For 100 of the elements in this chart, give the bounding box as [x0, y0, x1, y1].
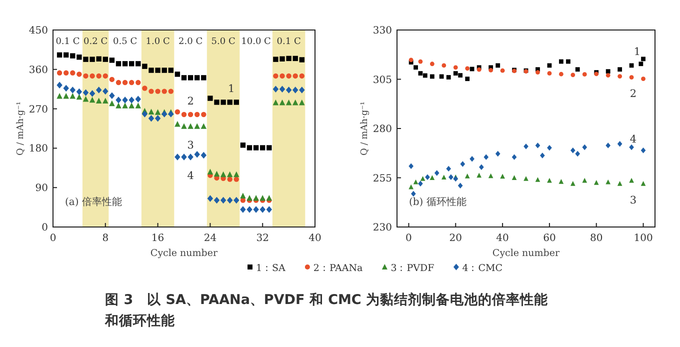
point: [148, 108, 154, 114]
point: [207, 168, 214, 174]
point: [606, 73, 610, 78]
point: [430, 175, 435, 180]
point: [266, 194, 272, 201]
point: [70, 86, 76, 94]
point: [122, 80, 128, 86]
point: [102, 88, 108, 95]
point: [453, 65, 458, 70]
point: [102, 73, 108, 79]
point: [246, 206, 252, 213]
point: [162, 88, 167, 94]
point: [408, 163, 414, 169]
point: [439, 74, 444, 79]
x-tick-label: 24: [204, 233, 217, 244]
y-tick-label: 305: [372, 74, 392, 86]
point: [168, 110, 174, 118]
point: [641, 56, 646, 62]
legend-label: 2：PAANa: [313, 263, 364, 274]
annotation: 4: [630, 133, 637, 146]
point: [479, 164, 484, 170]
point: [201, 112, 206, 118]
legend-label: 1：SA: [256, 263, 286, 274]
point: [476, 172, 482, 178]
point: [181, 123, 187, 129]
point: [470, 156, 474, 162]
point: [272, 100, 279, 106]
legend-label: 3：PVDF: [390, 263, 435, 274]
point: [535, 177, 540, 182]
point: [174, 72, 180, 77]
point: [606, 179, 611, 184]
x-tick-label: 80: [590, 233, 603, 244]
point: [279, 86, 286, 92]
point: [446, 166, 452, 172]
point: [122, 61, 128, 66]
point: [260, 194, 266, 201]
point: [76, 54, 82, 60]
point: [129, 80, 134, 86]
point: [299, 100, 305, 106]
point: [638, 62, 644, 66]
point: [83, 73, 88, 79]
point: [174, 121, 180, 127]
y-tick-label: 330: [372, 26, 392, 36]
annotation: (b) 循环性能: [409, 196, 466, 208]
point: [418, 71, 423, 76]
point: [116, 96, 122, 104]
point: [458, 182, 463, 188]
point: [234, 100, 239, 105]
point: [442, 63, 446, 68]
point: [208, 96, 213, 101]
point: [76, 88, 82, 96]
annotation: 0.1 C: [56, 37, 80, 47]
annotation: 3: [187, 139, 194, 152]
point: [420, 176, 426, 181]
point: [90, 73, 95, 79]
x-axis-title: Cycle number: [492, 248, 560, 259]
annotation: 1: [228, 83, 235, 96]
point: [201, 75, 206, 80]
point: [418, 59, 423, 64]
point: [260, 145, 266, 150]
point: [582, 72, 587, 77]
point: [413, 179, 418, 184]
point: [70, 70, 76, 76]
point: [266, 145, 272, 150]
point: [194, 150, 200, 158]
point: [188, 112, 194, 118]
point: [434, 170, 440, 176]
point: [272, 86, 279, 92]
point: [618, 67, 622, 72]
point: [96, 73, 102, 79]
point: [214, 170, 220, 177]
point: [253, 206, 259, 213]
point: [162, 68, 167, 73]
point: [286, 86, 292, 94]
point: [500, 68, 505, 73]
point: [453, 71, 458, 76]
point: [240, 142, 246, 148]
point: [155, 68, 160, 73]
annotation: 0.1 C: [276, 37, 301, 47]
point: [266, 206, 272, 213]
point: [524, 176, 528, 181]
point: [116, 61, 122, 66]
point: [558, 59, 564, 64]
point: [136, 61, 141, 66]
point: [220, 171, 226, 178]
point: [606, 69, 610, 74]
point: [286, 73, 292, 79]
y-tick-label: 90: [35, 183, 48, 194]
point: [299, 73, 304, 79]
point: [617, 141, 622, 147]
point: [83, 56, 88, 62]
point: [109, 58, 115, 63]
point: [96, 98, 102, 104]
point: [109, 76, 115, 82]
point: [181, 75, 187, 80]
point: [570, 72, 576, 78]
point: [116, 80, 122, 86]
point: [273, 56, 278, 62]
point: [56, 70, 62, 76]
point: [430, 74, 434, 79]
